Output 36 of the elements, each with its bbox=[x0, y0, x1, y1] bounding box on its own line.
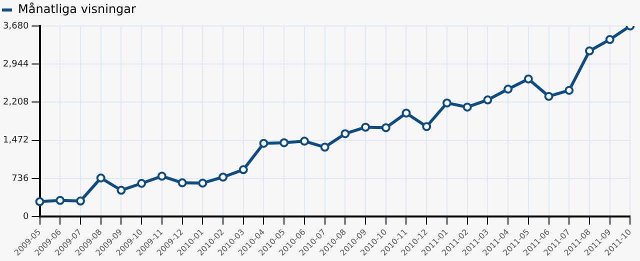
point bbox=[56, 196, 65, 205]
point bbox=[544, 92, 554, 101]
point bbox=[402, 108, 411, 118]
y-tick-label: 2,208 bbox=[3, 98, 30, 108]
point bbox=[178, 178, 187, 188]
point bbox=[198, 178, 208, 188]
point bbox=[157, 172, 166, 181]
point bbox=[605, 35, 614, 44]
point bbox=[340, 129, 350, 138]
point bbox=[320, 142, 330, 152]
y-tick-label: 1,472 bbox=[3, 136, 29, 146]
point bbox=[259, 138, 268, 148]
point bbox=[422, 122, 432, 132]
point bbox=[381, 123, 390, 132]
point bbox=[116, 186, 126, 195]
point bbox=[300, 136, 309, 146]
point bbox=[442, 98, 452, 108]
point bbox=[96, 173, 106, 182]
point bbox=[564, 86, 574, 95]
point bbox=[584, 46, 594, 56]
point bbox=[238, 165, 248, 174]
point bbox=[462, 102, 472, 112]
legend-label: Månatliga visningar bbox=[18, 2, 136, 16]
y-tick-label: 0 bbox=[23, 212, 30, 222]
y-tick-label: 2,944 bbox=[3, 59, 30, 70]
point bbox=[280, 138, 289, 148]
y-tick-label: 3,680 bbox=[3, 21, 30, 32]
point bbox=[483, 95, 492, 104]
point bbox=[76, 196, 85, 206]
point bbox=[35, 197, 44, 206]
point bbox=[218, 172, 228, 182]
y-tick-label: 736 bbox=[12, 174, 30, 184]
point bbox=[524, 74, 533, 84]
point bbox=[361, 122, 370, 132]
point bbox=[504, 84, 513, 94]
point bbox=[137, 178, 146, 188]
